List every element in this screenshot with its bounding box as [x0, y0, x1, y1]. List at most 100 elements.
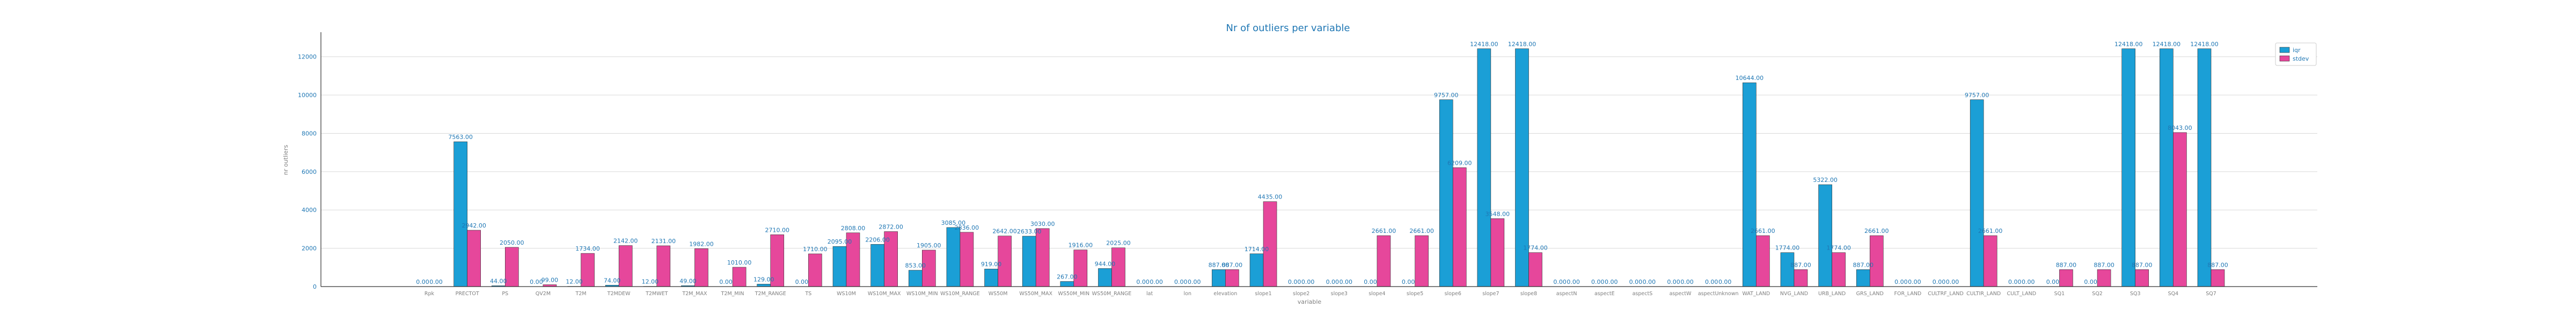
bar-iqr-slope6	[1439, 99, 1453, 287]
data-label-iqr-aspectN: 0.00	[1553, 279, 1567, 286]
bar-stdev-slope5	[1415, 235, 1429, 287]
data-label-iqr-URB_LAND: 5322.00	[1813, 177, 1838, 184]
bar-stdev-T2M	[581, 253, 595, 287]
data-label-iqr-CULTIR_LAND: 9757.00	[1965, 92, 1989, 99]
bar-iqr-slope1	[1249, 253, 1264, 287]
bar-iqr-NVG_LAND	[1780, 252, 1795, 287]
data-label-iqr-WS50M_MIN: 267.00	[1057, 273, 1078, 280]
bar-stdev-T2MDEW	[618, 245, 633, 287]
data-labels: 0.00 0.007563.002942.0044.002050.000.0099…	[416, 41, 2228, 286]
bar-stdev-WS50M_RANGE	[1111, 247, 1125, 287]
x-tick-label: T2M_MIN	[721, 291, 744, 297]
bar-stdev-slope6	[1452, 167, 1467, 287]
x-tick-label: T2MWET	[645, 291, 668, 297]
data-label-stdev-elevation: 887.00	[1222, 261, 1243, 268]
x-tick-label: lat	[1146, 291, 1153, 297]
bar-iqr-WS10M	[832, 246, 847, 287]
data-label-iqr-PRECTOT: 7563.00	[448, 134, 473, 141]
x-tick-label: T2MDEW	[607, 291, 631, 297]
x-tick-label: Rpk	[425, 291, 435, 297]
data-label-stdev-slope8: 1774.00	[1523, 245, 1548, 252]
bar-stdev-WS50M	[998, 236, 1012, 287]
x-tick-label: GRS_LAND	[1856, 291, 1884, 297]
x-tick-label: T2M	[575, 291, 587, 297]
data-label-iqr-lon: 0.00	[1174, 279, 1188, 286]
data-label-stdev-T2M_RANGE: 2710.00	[765, 226, 789, 233]
data-label-iqr-WS50M: 919.00	[981, 261, 1002, 268]
bar-stdev-TS	[808, 253, 822, 287]
x-tick-label: aspectUnknown	[1698, 291, 1739, 297]
data-label-stdev-URB_LAND: 1774.00	[1826, 245, 1851, 252]
data-label-stdev-slope6: 6209.00	[1447, 159, 1472, 166]
data-label-stdev-aspectN: 0.00	[1567, 279, 1580, 286]
data-label-stdev-TS: 1710.00	[803, 246, 828, 253]
data-label-iqr-SQ4: 12418.00	[2153, 41, 2181, 48]
x-tick-label: QV2M	[536, 291, 551, 297]
x-tick-label: aspectW	[1670, 291, 1692, 297]
y-tick-label: 12000	[298, 54, 317, 61]
legend-swatch-stdev	[2279, 55, 2290, 62]
x-tick-label: WS50M_MIN	[1058, 291, 1090, 297]
data-label-stdev-PS: 2050.00	[500, 239, 524, 246]
x-tick-label: WS10M_MIN	[906, 291, 938, 297]
x-tick-label: SQ3	[2130, 291, 2141, 297]
chart-title: Nr of outliers per variable	[1226, 23, 1350, 34]
bar-iqr-WS10M_MIN	[908, 270, 923, 287]
data-label-stdev-WS10M_MAX: 2872.00	[879, 223, 903, 230]
data-label-iqr-aspectS: 0.00	[1629, 279, 1643, 286]
bar-stdev-GRS_LAND	[1869, 235, 1884, 287]
data-label-iqr-slope3: 0.00	[1326, 279, 1340, 286]
data-label-iqr-aspectUnknown: 0.00	[1705, 279, 1718, 286]
x-tick-label: slope8	[1520, 291, 1537, 297]
x-tick-label: lon	[1184, 291, 1191, 297]
data-label-iqr-slope8: 12418.00	[1508, 41, 1536, 48]
data-label-stdev-WS50M_MAX: 3030.00	[1030, 221, 1055, 228]
data-label-iqr-elevation: 887.00	[1209, 261, 1230, 268]
x-tick-label: slope5	[1407, 291, 1423, 297]
data-label-stdev-CULT_LAND: 0.00	[2022, 279, 2035, 286]
bar-iqr-SQ7	[2197, 48, 2212, 287]
y-tick-label: 0	[313, 283, 317, 290]
bar-stdev-T2M_MAX	[694, 248, 708, 287]
x-tick-label: slope2	[1293, 291, 1309, 297]
y-axis-label: nr outliers	[282, 145, 289, 175]
x-tick-label: WS10M_MAX	[868, 291, 901, 297]
bar-iqr-elevation	[1212, 269, 1226, 287]
x-tick-label: TS	[804, 291, 811, 297]
bar-stdev-slope1	[1263, 201, 1277, 287]
bar-iqr-WS10M_RANGE	[946, 227, 961, 287]
bar-iqr-WS50M_RANGE	[1098, 268, 1112, 287]
bar-stdev-WS50M_MAX	[1035, 228, 1050, 287]
data-label-stdev-SQ4: 8043.00	[2168, 125, 2192, 131]
bar-iqr-WS50M	[984, 268, 998, 287]
x-tick-label: WS10M_RANGE	[940, 291, 980, 297]
data-label-iqr-aspectW: 0.00	[1667, 279, 1680, 286]
data-label-iqr-QV2M: 0.00	[530, 279, 543, 286]
data-label-iqr-CULT_LAND: 0.00	[2008, 279, 2022, 286]
data-label-iqr-GRS_LAND: 887.00	[1853, 261, 1874, 268]
data-label-iqr-NVG_LAND: 1774.00	[1775, 245, 1800, 252]
y-tick-label: 2000	[302, 245, 317, 252]
data-label-iqr-TS: 0.00	[795, 279, 809, 286]
bar-stdev-T2M_MIN	[732, 267, 747, 287]
data-label-iqr-SQ1: 0.00	[2046, 279, 2060, 286]
data-label-iqr-aspectE: 0.00	[1591, 279, 1605, 286]
data-label-iqr-Rpk: 0.00	[416, 279, 429, 286]
legend-swatch-iqr	[2279, 47, 2290, 53]
x-tick-label: slope4	[1368, 291, 1385, 297]
data-label-iqr-T2M_MIN: 0.00	[719, 279, 733, 286]
data-label-iqr-slope6: 9757.00	[1434, 92, 1459, 99]
data-label-stdev-T2M_MIN: 1010.00	[727, 259, 752, 266]
x-tick-label: SQ7	[2206, 291, 2216, 297]
data-label-iqr-SQ7: 12418.00	[2190, 41, 2219, 48]
bar-iqr-WS50M_MAX	[1022, 236, 1036, 287]
bar-iqr-slope7	[1477, 48, 1491, 287]
x-tick-label: aspectE	[1594, 291, 1615, 297]
bar-stdev-PRECTOT	[467, 230, 481, 287]
data-label-iqr-WAT_LAND: 10644.00	[1736, 75, 1764, 82]
bar-stdev-WS10M	[846, 232, 860, 287]
y-tick-label: 6000	[302, 169, 317, 175]
data-label-iqr-slope5: 0.00	[1402, 279, 1415, 286]
